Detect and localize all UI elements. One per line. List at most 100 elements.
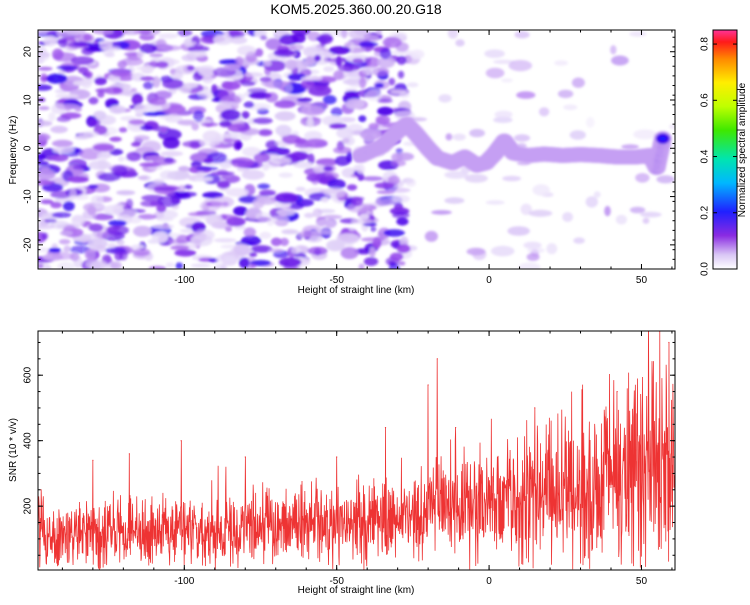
heat-blob xyxy=(358,263,365,269)
heat-blob xyxy=(265,92,279,103)
heat-blob xyxy=(388,175,400,185)
heat-blob xyxy=(274,192,299,204)
heat-blob xyxy=(604,205,611,217)
heat-blob xyxy=(245,72,264,78)
heat-blob xyxy=(213,34,234,45)
heat-blob xyxy=(186,50,208,58)
heat-blob xyxy=(110,68,131,77)
heat-blob xyxy=(391,49,414,55)
heat-blob xyxy=(447,30,459,39)
heat-blob xyxy=(145,155,165,161)
heat-blob xyxy=(295,101,312,107)
heat-blob xyxy=(295,186,306,192)
heat-blob xyxy=(107,243,117,249)
heat-blob xyxy=(368,123,379,130)
top-ytick-label: -20 xyxy=(23,237,34,252)
heat-blob xyxy=(642,217,650,224)
heat-blob xyxy=(38,224,55,230)
heat-blob xyxy=(392,211,410,219)
heat-blob xyxy=(278,257,302,268)
heat-blob xyxy=(51,212,72,218)
heat-blob xyxy=(88,97,99,105)
heat-blob xyxy=(140,76,155,81)
heat-blob xyxy=(228,30,245,39)
heat-blob xyxy=(223,63,241,71)
heat-blob xyxy=(304,212,315,219)
heat-blob xyxy=(388,187,411,193)
heat-blob xyxy=(139,43,157,54)
heat-blob xyxy=(377,106,394,116)
heat-blob xyxy=(92,213,114,221)
heat-blob xyxy=(235,140,243,150)
heat-blob xyxy=(494,110,513,119)
heat-blob xyxy=(493,116,513,123)
heat-blob xyxy=(77,66,89,74)
heat-blob xyxy=(263,60,272,67)
heat-blob xyxy=(315,158,338,166)
heat-blob xyxy=(116,239,125,245)
heat-blob xyxy=(328,46,351,55)
heat-blob xyxy=(227,123,251,133)
heat-blob xyxy=(55,93,79,99)
bottom-xtick-label: -50 xyxy=(329,576,344,587)
heatmap-cells xyxy=(38,30,675,269)
heat-blob xyxy=(195,166,219,171)
heat-blob xyxy=(313,164,326,173)
heat-blob xyxy=(374,182,395,189)
heat-blob xyxy=(40,199,54,205)
heat-blob xyxy=(97,91,105,98)
heat-blob xyxy=(341,30,348,39)
heat-blob xyxy=(268,248,284,253)
heat-blob xyxy=(48,112,56,122)
signal-cell xyxy=(658,136,667,142)
top-ylabel: Frequency (Hz) xyxy=(8,116,19,185)
heat-blob xyxy=(329,123,347,129)
heat-blob xyxy=(307,246,328,255)
heat-blob xyxy=(445,133,453,141)
heat-blob xyxy=(424,230,438,242)
heat-blob xyxy=(407,82,419,88)
heat-blob xyxy=(97,152,109,162)
heat-blob xyxy=(135,65,156,71)
heat-blob xyxy=(198,214,222,220)
heat-blob xyxy=(377,56,396,68)
top-xtick-label: 0 xyxy=(486,275,492,286)
heat-blob xyxy=(322,214,343,220)
heat-blob xyxy=(194,177,214,182)
heat-blob xyxy=(110,261,122,269)
heat-blob xyxy=(279,237,289,247)
bottom-xtick-label: 50 xyxy=(636,576,648,587)
heat-blob xyxy=(52,48,64,61)
heat-blob xyxy=(72,80,92,86)
heat-blob xyxy=(444,171,469,179)
heat-blob xyxy=(258,129,273,137)
heat-blob xyxy=(142,111,166,116)
heat-blob xyxy=(265,38,282,50)
heat-blob xyxy=(193,110,204,122)
heat-blob xyxy=(106,225,129,236)
heat-blob xyxy=(391,159,406,167)
heat-blob xyxy=(323,66,335,72)
heat-blob xyxy=(58,239,71,245)
heat-blob xyxy=(210,171,235,176)
heat-blob xyxy=(220,109,241,121)
heat-blob xyxy=(137,214,157,220)
heat-blob xyxy=(359,213,370,220)
heat-blob xyxy=(139,30,152,35)
heat-blob xyxy=(149,97,167,106)
heat-blob xyxy=(333,146,352,154)
heat-blob xyxy=(573,237,585,244)
snr-peak-point xyxy=(92,459,94,461)
heat-blob xyxy=(88,223,104,232)
heat-blob xyxy=(351,197,364,207)
heat-blob xyxy=(163,157,174,164)
heat-blob xyxy=(523,241,542,249)
heat-blob xyxy=(84,248,97,261)
heat-blob xyxy=(67,41,89,49)
heat-blob xyxy=(118,249,128,261)
heat-blob xyxy=(307,153,315,165)
top-ytick-label: 20 xyxy=(23,46,34,58)
heat-blob xyxy=(282,134,301,144)
heat-blob xyxy=(306,174,320,182)
heat-blob xyxy=(410,49,425,60)
